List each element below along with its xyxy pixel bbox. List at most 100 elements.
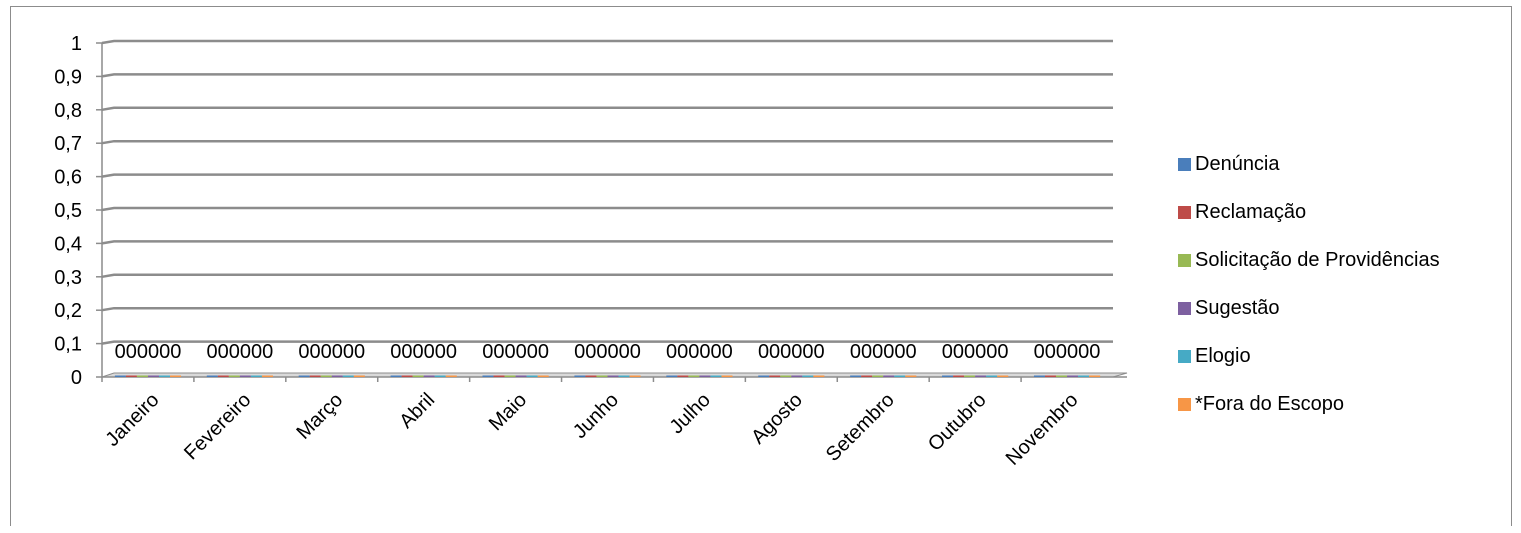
y-tick-label: 0,5 xyxy=(54,200,82,222)
legend-item-reclamacao: Reclamação xyxy=(1178,188,1440,236)
bar xyxy=(618,375,630,377)
legend-swatch-sugestao xyxy=(1178,301,1191,315)
bar xyxy=(975,375,987,377)
bar xyxy=(629,375,641,377)
x-tick-label: Março xyxy=(292,389,347,444)
legend-item-denuncia: Denúncia xyxy=(1178,140,1440,188)
legend-item-fora-do-escopo: *Fora do Escopo xyxy=(1178,380,1440,428)
bar xyxy=(136,375,148,377)
bar xyxy=(791,375,803,377)
bar xyxy=(1089,375,1101,377)
legend-swatch-fora-do-escopo xyxy=(1178,397,1191,411)
bar xyxy=(1056,375,1068,377)
bar xyxy=(574,375,586,377)
bar xyxy=(331,375,343,377)
y-tick-label: 0,4 xyxy=(54,233,82,255)
gridline xyxy=(101,39,1113,45)
bar xyxy=(585,375,597,377)
y-tick-label: 0,8 xyxy=(54,100,82,122)
bar xyxy=(434,375,446,377)
legend-label-denuncia: Denúncia xyxy=(1195,152,1280,175)
legend-label-solicitacao: Solicitação de Providências xyxy=(1195,248,1440,271)
gridline xyxy=(101,306,1113,312)
bar xyxy=(493,375,505,377)
legend-item-sugestao: Sugestão xyxy=(1178,284,1440,332)
data-label: 000000 xyxy=(206,341,273,363)
legend-swatch-solicitacao xyxy=(1178,253,1191,267)
x-tick-label: Setembro xyxy=(822,389,899,466)
y-tick-label: 0,1 xyxy=(54,334,82,356)
data-label: 000000 xyxy=(298,341,365,363)
bar xyxy=(158,375,171,377)
data-label: 000000 xyxy=(115,341,182,363)
bar xyxy=(353,375,365,377)
legend-label-fora-do-escopo: *Fora do Escopo xyxy=(1195,392,1344,415)
bar xyxy=(813,375,825,377)
bar xyxy=(482,375,494,377)
bar xyxy=(309,375,321,377)
legend-swatch-reclamacao xyxy=(1178,205,1191,219)
bar xyxy=(721,375,733,377)
bar xyxy=(758,375,770,377)
bar xyxy=(688,375,700,377)
bar xyxy=(883,375,895,377)
bar xyxy=(206,375,218,377)
x-tick-label: Abril xyxy=(395,389,439,433)
bar xyxy=(850,375,862,377)
bar xyxy=(228,375,240,377)
data-label: 000000 xyxy=(482,341,549,363)
x-tick-label: Agosto xyxy=(747,389,807,449)
bar xyxy=(170,375,182,377)
y-tick-label: 0,2 xyxy=(54,300,82,322)
bar xyxy=(905,375,917,377)
y-tick-label: 0,6 xyxy=(54,167,82,189)
legend-item-elogio: Elogio xyxy=(1178,332,1440,380)
data-label: 000000 xyxy=(574,341,641,363)
data-label: 000000 xyxy=(758,341,825,363)
gridline xyxy=(101,340,1113,345)
x-tick-label: Fevereiro xyxy=(180,389,255,464)
y-tick-label: 0,7 xyxy=(54,133,82,155)
bar xyxy=(1033,375,1045,377)
bar xyxy=(1078,375,1090,377)
y-tick-label: 0,9 xyxy=(54,66,82,88)
bar xyxy=(445,375,457,377)
bar xyxy=(894,375,906,377)
legend-swatch-denuncia xyxy=(1178,157,1191,171)
bar xyxy=(953,375,965,377)
x-tick-label: Outubro xyxy=(924,389,991,456)
bar xyxy=(423,375,435,377)
bar xyxy=(710,375,722,377)
bar xyxy=(298,375,310,377)
legend-label-sugestao: Sugestão xyxy=(1195,296,1280,319)
bar xyxy=(147,375,159,377)
x-tick-label: Junho xyxy=(569,389,623,443)
bar xyxy=(699,375,711,377)
legend-label-reclamacao: Reclamação xyxy=(1195,200,1307,223)
gridline xyxy=(101,73,1113,78)
data-label: 000000 xyxy=(390,341,457,363)
gridline xyxy=(101,206,1113,212)
gridline xyxy=(101,173,1113,178)
bar xyxy=(261,375,273,377)
bar xyxy=(1044,375,1057,377)
bar xyxy=(780,375,792,377)
x-tick-label: Maio xyxy=(485,389,531,435)
bar xyxy=(986,375,998,377)
bar xyxy=(239,375,251,377)
bar xyxy=(964,375,976,377)
data-label: 000000 xyxy=(666,341,733,363)
legend-item-solicitacao: Solicitação de Providências xyxy=(1178,236,1440,284)
legend-swatch-elogio xyxy=(1178,349,1191,363)
bar xyxy=(537,375,549,377)
bar xyxy=(942,375,954,377)
bar xyxy=(769,375,781,377)
bar xyxy=(504,375,516,377)
bar xyxy=(114,375,126,377)
data-label: 000000 xyxy=(1034,341,1101,363)
gridline xyxy=(101,106,1113,112)
bar xyxy=(526,375,538,377)
chart-legend: Denúncia Reclamação Solicitação de Provi… xyxy=(1178,140,1440,428)
bar xyxy=(515,375,527,377)
